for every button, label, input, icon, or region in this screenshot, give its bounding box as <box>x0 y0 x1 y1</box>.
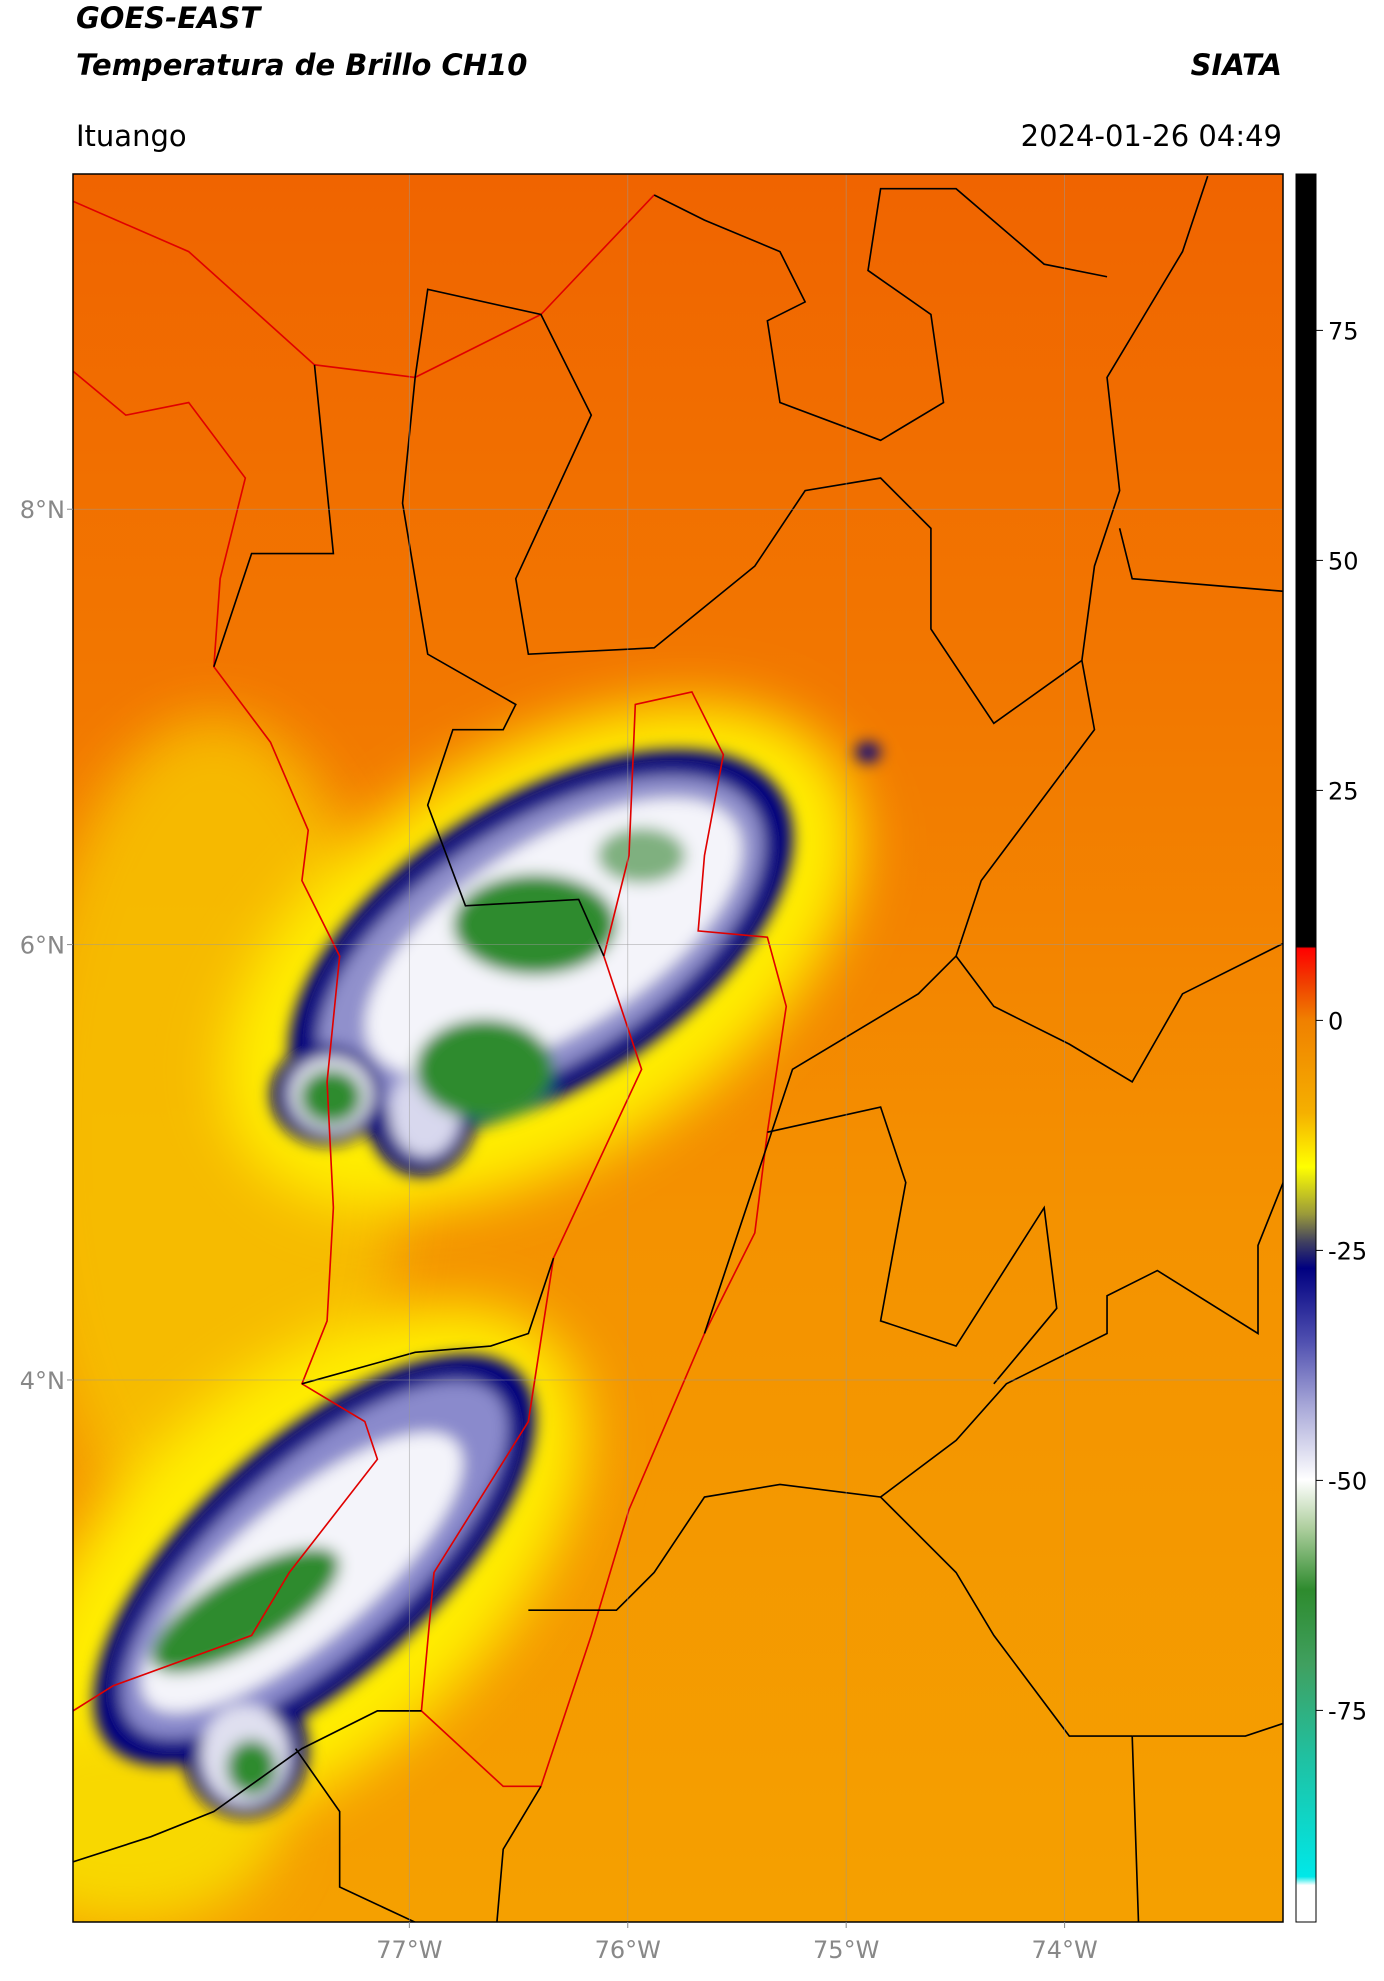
x-tick-label: 77°W <box>376 1936 442 1964</box>
y-tick-label: 8°N <box>20 496 65 524</box>
graticule <box>73 174 1283 1922</box>
x-tick-label: 76°W <box>595 1936 661 1964</box>
colorbar-label: -75 <box>1328 1697 1367 1725</box>
x-tick-label: 74°W <box>1031 1936 1097 1964</box>
subtitle: Temperatura de Brillo CH10 <box>76 48 527 82</box>
y-tick-label: 6°N <box>20 932 65 960</box>
map-frame <box>72 173 1284 1923</box>
location: Ituango <box>76 119 187 153</box>
y-tick-label: 4°N <box>20 1367 65 1395</box>
colorbar-label: 75 <box>1328 317 1359 345</box>
colorbar-label: -25 <box>1328 1237 1367 1265</box>
x-tick-label: 75°W <box>813 1936 879 1964</box>
colorbar-label: -50 <box>1328 1467 1367 1495</box>
colorbar-label: 50 <box>1328 547 1359 575</box>
map <box>73 174 1283 1922</box>
title: GOES-EAST <box>76 1 262 35</box>
colorbar-label: 0 <box>1328 1007 1343 1035</box>
datetime: 2024-01-26 04:49 <box>1021 119 1282 153</box>
colorbar <box>1295 173 1317 1923</box>
colorbar-label: 25 <box>1328 777 1359 805</box>
source: SIATA <box>1191 48 1282 82</box>
